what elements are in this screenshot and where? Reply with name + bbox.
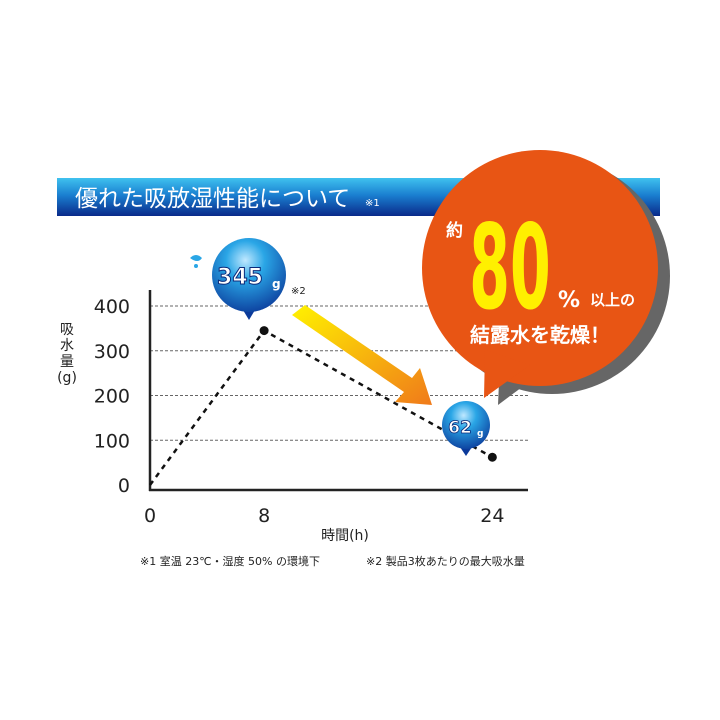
decrease-arrow: [292, 305, 432, 405]
bubble-line2: 結露水を乾燥！: [470, 323, 610, 347]
peak-value: 345: [217, 265, 263, 290]
y-tick-label: 400: [94, 296, 130, 318]
x-tick-label: 0: [144, 505, 156, 527]
water-drop-icon: [190, 255, 202, 261]
end-value: 62: [448, 418, 472, 438]
callout-bubble: 約 80 % 以上の 結露水を乾燥！: [422, 150, 670, 405]
footnote-2: ※2 製品3枚あたりの最大吸水量: [366, 554, 525, 568]
bubble-percent: %: [558, 288, 580, 313]
bubble-prefix: 約: [446, 220, 463, 241]
x-tick-label: 8: [258, 505, 270, 527]
y-tick-label: 300: [94, 341, 130, 363]
data-point: [487, 452, 497, 462]
header-title: 優れた吸放湿性能について: [75, 186, 350, 212]
y-tick-label: 0: [118, 475, 130, 497]
peak-note: ※2: [291, 286, 306, 297]
data-point: [259, 326, 269, 336]
y-tick-label: 200: [94, 386, 130, 408]
header-note-mark: ※1: [365, 198, 380, 209]
y-tick-label: 100: [94, 430, 130, 452]
series-line: [148, 328, 493, 486]
bubble-suffix: 以上の: [590, 291, 635, 309]
svg-text:g: g: [272, 277, 281, 291]
value-ball-345: 345 g ※2: [190, 238, 306, 320]
y-axis-label: 吸水量(g): [57, 322, 77, 386]
svg-text:g: g: [477, 429, 483, 439]
x-axis-label: 時間(h): [321, 528, 369, 544]
footnote-1: ※1 室温 23℃・湿度 50% の環境下: [140, 554, 320, 568]
bubble-number: 80: [469, 199, 550, 336]
x-tick-label: 24: [480, 505, 504, 527]
value-ball-62: 62 g: [442, 401, 490, 456]
